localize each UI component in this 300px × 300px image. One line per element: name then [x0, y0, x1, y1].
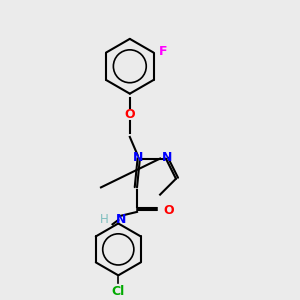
Text: O: O: [124, 108, 135, 121]
Text: H: H: [100, 213, 109, 226]
Text: F: F: [159, 45, 167, 58]
Text: Cl: Cl: [112, 285, 125, 298]
Text: N: N: [116, 213, 126, 226]
Text: N: N: [162, 151, 172, 164]
Text: O: O: [164, 204, 174, 217]
Text: N: N: [133, 151, 144, 164]
